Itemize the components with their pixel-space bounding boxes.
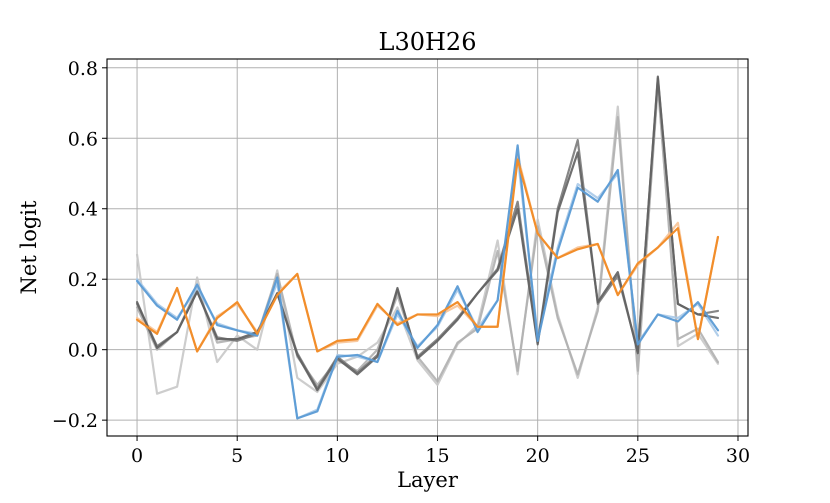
y-tick-label: 0.2 — [68, 269, 98, 291]
series-line-7 — [135, 144, 720, 420]
y-tick-label: 0.0 — [68, 340, 98, 362]
x-tick-label: 5 — [231, 445, 243, 467]
y-tick-label: 0.8 — [68, 58, 98, 80]
x-tick-label: 0 — [131, 445, 143, 467]
series-line-6 — [135, 75, 720, 392]
x-tick-label: 15 — [425, 445, 449, 467]
grid — [107, 59, 748, 436]
chart-title: L30H26 — [379, 28, 477, 56]
y-tick-label: 0.6 — [68, 128, 98, 150]
x-tick-label: 20 — [526, 445, 550, 467]
x-tick-label: 25 — [626, 445, 650, 467]
y-tick-label: −0.2 — [52, 410, 98, 432]
y-axis-label: Net logit — [17, 200, 41, 294]
series-line-8 — [135, 158, 720, 353]
series-lines — [135, 75, 720, 420]
axis-ticks: 0 5 10 15 20 25 30 −0.2 0.0 0.2 0.4 0.6 0.8 — [52, 58, 750, 467]
y-tick-label: 0.4 — [68, 199, 98, 221]
plot-frame — [106, 58, 749, 437]
x-tick-label: 30 — [726, 445, 750, 467]
x-axis-label: Layer — [397, 468, 459, 492]
x-tick-label: 10 — [325, 445, 349, 467]
